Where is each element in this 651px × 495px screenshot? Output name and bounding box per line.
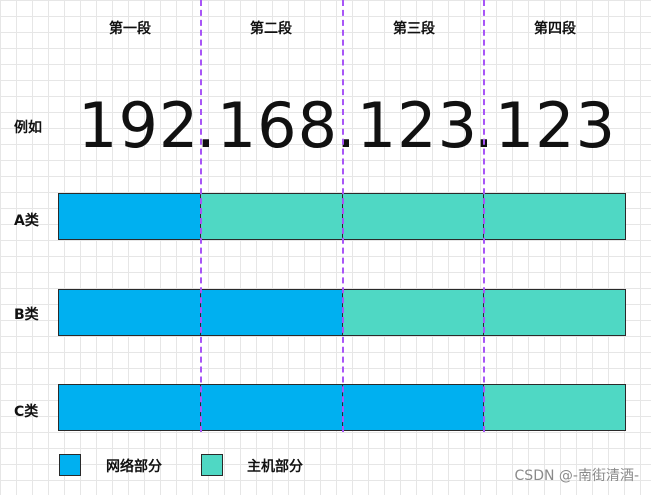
class-b-octet-4 xyxy=(484,290,625,335)
segment-header-2: 第二段 xyxy=(250,21,292,37)
class-c-octet-2 xyxy=(200,385,343,430)
divider-3 xyxy=(483,0,485,432)
legend-host-swatch xyxy=(201,454,223,476)
class-b-octet-3 xyxy=(342,290,485,335)
class-b-bar xyxy=(58,289,626,336)
class-a-octet-1 xyxy=(59,194,201,239)
segment-header-3: 第三段 xyxy=(393,21,435,37)
example-label: 例如 xyxy=(14,120,42,136)
class-a-label: A类 xyxy=(14,213,39,229)
class-a-octet-3 xyxy=(342,194,485,239)
divider-1 xyxy=(200,0,202,432)
legend-host-label: 主机部分 xyxy=(247,459,303,475)
divider-2 xyxy=(342,0,344,432)
segment-header-1: 第一段 xyxy=(109,21,151,37)
class-a-octet-2 xyxy=(200,194,343,239)
octet-3: .123 xyxy=(336,89,479,162)
class-b-octet-2 xyxy=(200,290,343,335)
segment-header-4: 第四段 xyxy=(534,21,576,37)
legend-network-swatch xyxy=(59,454,81,476)
class-c-octet-3 xyxy=(342,385,485,430)
class-b-octet-1 xyxy=(59,290,201,335)
class-a-octet-4 xyxy=(484,194,625,239)
octet-1: 192 xyxy=(78,89,200,162)
octet-2: .168 xyxy=(196,89,339,162)
class-c-octet-1 xyxy=(59,385,201,430)
class-b-label: B类 xyxy=(14,307,39,323)
watermark: CSDN @-南街清酒- xyxy=(514,468,639,484)
legend-network-label: 网络部分 xyxy=(106,459,162,475)
class-c-label: C类 xyxy=(14,404,39,420)
class-c-octet-4 xyxy=(484,385,625,430)
octet-4: .123 xyxy=(474,89,617,162)
